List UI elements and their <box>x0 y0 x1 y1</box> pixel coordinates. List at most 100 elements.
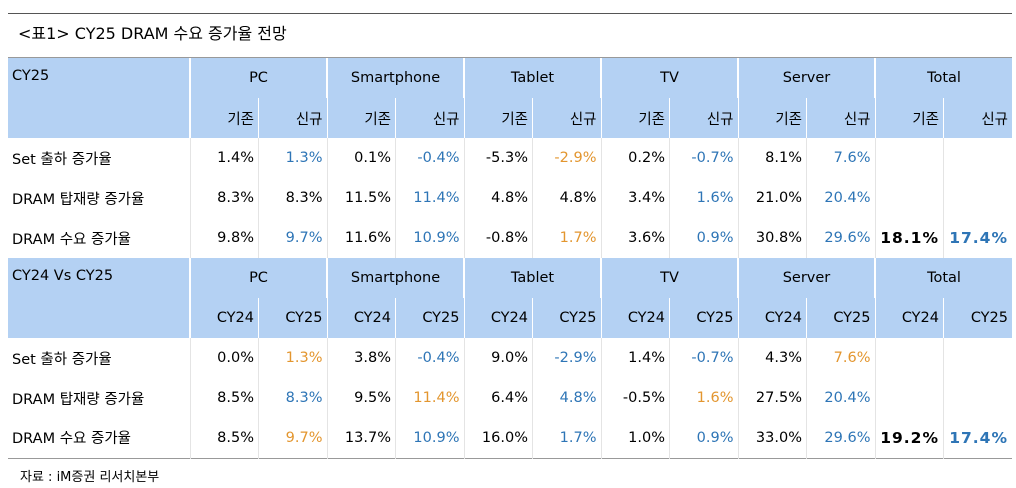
value-cell: -0.7% <box>669 138 738 178</box>
subheader: CY25 <box>532 298 601 338</box>
value-cell: 8.3% <box>189 178 259 218</box>
data-row: DRAM 탑재량 증가율 8.5% 8.3% 9.5% 11.4% 6.4% 4.8% -0.… <box>8 378 1012 418</box>
group-header: Tablet <box>463 58 601 98</box>
empty-cell <box>943 138 1012 178</box>
value-cell: 6.4% <box>463 378 533 418</box>
value-cell: 1.7% <box>532 218 601 258</box>
value-cell: 1.0% <box>600 418 670 458</box>
data-row: DRAM 탑재량 증가율 8.3% 8.3% 11.5% 11.4% 4.8% 4.8% 3.… <box>8 178 1012 218</box>
data-row: DRAM 수요 증가율 8.5% 9.7% 13.7% 10.9% 16.0% 1.7% 1.… <box>8 418 1012 458</box>
empty-cell <box>943 378 1012 418</box>
empty-cell <box>874 338 944 378</box>
row-label: Set 출하 증가율 <box>12 151 112 168</box>
value-cell: 20.4% <box>806 378 875 418</box>
value-cell: 11.6% <box>326 218 396 258</box>
group-header: Total <box>874 258 1012 298</box>
group-header: Smartphone <box>326 58 464 98</box>
value-cell: -0.7% <box>669 338 738 378</box>
value-cell: 4.3% <box>737 338 807 378</box>
subheader: 신규 <box>806 98 875 138</box>
group-header: TV <box>600 258 738 298</box>
empty-cell <box>874 138 944 178</box>
subheader: CY24 <box>600 298 670 338</box>
value-cell: 3.4% <box>600 178 670 218</box>
value-cell: 1.7% <box>532 418 601 458</box>
value-cell: 27.5% <box>737 378 807 418</box>
value-cell: 4.8% <box>532 378 601 418</box>
empty-cell <box>874 178 944 218</box>
table: CY25 PC Smartphone Tablet TV Server Total 기존 신규 기… <box>8 58 1012 459</box>
table-title: <표1> CY25 DRAM 수요 증가율 전망 <box>8 14 1012 58</box>
subheader: 기존 <box>326 98 396 138</box>
value-cell: 1.4% <box>189 138 259 178</box>
value-cell: 10.9% <box>395 218 464 258</box>
empty-cell <box>943 178 1012 218</box>
data-row: Set 출하 증가율 1.4% 1.3% 0.1% -0.4% -5.3% -2.9% 0.2… <box>8 138 1012 178</box>
value-cell: 1.3% <box>258 138 327 178</box>
subheader: CY24 <box>874 298 944 338</box>
value-cell: 8.3% <box>258 178 327 218</box>
group-header: Server <box>737 258 875 298</box>
subheader: 신규 <box>395 98 464 138</box>
data-row: Set 출하 증가율 0.0% 1.3% 3.8% -0.4% 9.0% -2.9% 1.4%… <box>8 338 1012 378</box>
table-container: <표1> CY25 DRAM 수요 증가율 전망 CY25 PC Smartphon… <box>8 13 1012 459</box>
group-header: PC <box>189 58 327 98</box>
value-cell: -2.9% <box>532 138 601 178</box>
value-cell: 11.4% <box>395 378 464 418</box>
value-cell: 9.0% <box>463 338 533 378</box>
subheader: CY24 <box>326 298 396 338</box>
header-row: CY24 Vs CY25 PC Smartphone Tablet TV Server To… <box>8 258 1012 338</box>
value-cell: 1.4% <box>600 338 670 378</box>
subheader: CY24 <box>189 298 259 338</box>
value-cell: 3.8% <box>326 338 396 378</box>
value-cell: 9.5% <box>326 378 396 418</box>
value-cell: 8.5% <box>189 378 259 418</box>
subheader: CY24 <box>737 298 807 338</box>
value-cell: 18.1% <box>874 218 944 258</box>
value-cell: 11.5% <box>326 178 396 218</box>
section-label: CY24 Vs CY25 <box>8 258 190 338</box>
subheader: CY25 <box>943 298 1012 338</box>
value-cell: 20.4% <box>806 178 875 218</box>
section-label: CY25 <box>8 58 190 138</box>
value-cell: 11.4% <box>395 178 464 218</box>
subheader: 기존 <box>737 98 807 138</box>
group-header: Server <box>737 58 875 98</box>
value-cell: 8.1% <box>737 138 807 178</box>
row-label: DRAM 수요 증가율 <box>12 231 132 248</box>
value-cell: 0.1% <box>326 138 396 178</box>
value-cell: 0.9% <box>669 218 738 258</box>
value-cell: 0.2% <box>600 138 670 178</box>
group-header: PC <box>189 258 327 298</box>
subheader: CY24 <box>463 298 533 338</box>
value-cell: 33.0% <box>737 418 807 458</box>
value-cell: 9.7% <box>258 418 327 458</box>
value-cell: -2.9% <box>532 338 601 378</box>
value-cell: -5.3% <box>463 138 533 178</box>
value-cell: 16.0% <box>463 418 533 458</box>
subheader: CY25 <box>395 298 464 338</box>
subheader: 신규 <box>258 98 327 138</box>
value-cell: 7.6% <box>806 138 875 178</box>
value-cell: 3.6% <box>600 218 670 258</box>
value-cell: 17.4% <box>943 418 1012 458</box>
value-cell: 8.5% <box>189 418 259 458</box>
subheader: 신규 <box>532 98 601 138</box>
value-cell: 30.8% <box>737 218 807 258</box>
group-header: TV <box>600 58 738 98</box>
data-row: DRAM 수요 증가율 9.8% 9.7% 11.6% 10.9% -0.8% 1.7% 3.… <box>8 218 1012 258</box>
empty-cell <box>874 378 944 418</box>
value-cell: 9.7% <box>258 218 327 258</box>
subheader: 신규 <box>669 98 738 138</box>
subheader: CY25 <box>258 298 327 338</box>
value-cell: 10.9% <box>395 418 464 458</box>
source: 자료 : iM증권 리서치본부 <box>20 470 160 485</box>
value-cell: 21.0% <box>737 178 807 218</box>
subheader: CY25 <box>669 298 738 338</box>
subheader: CY25 <box>806 298 875 338</box>
value-cell: 4.8% <box>532 178 601 218</box>
group-header: Total <box>874 58 1012 98</box>
header-row: CY25 PC Smartphone Tablet TV Server Total <box>8 58 1012 138</box>
value-cell: 1.6% <box>669 178 738 218</box>
